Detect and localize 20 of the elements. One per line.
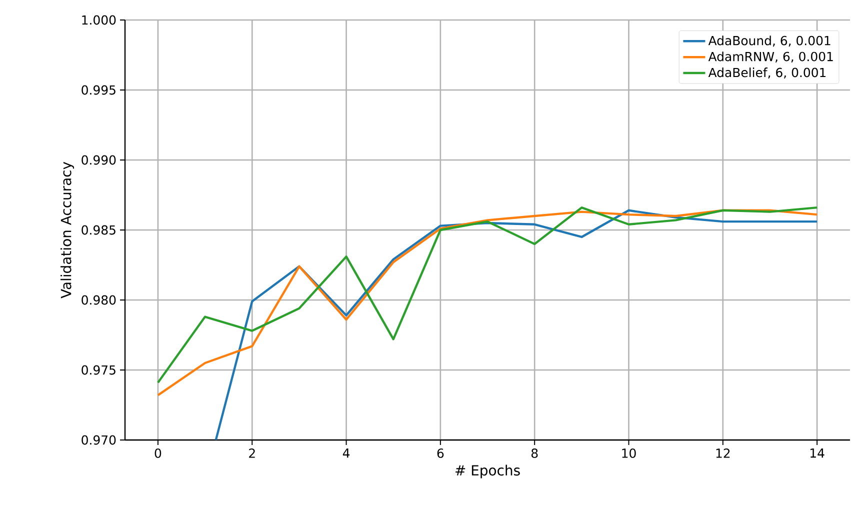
legend-label: AdamRNW, 6, 0.001 bbox=[708, 52, 833, 63]
x-tick-label: 0 bbox=[154, 448, 162, 458]
y-tick-label: 0.970 bbox=[82, 435, 116, 445]
y-tick-label: 0.990 bbox=[82, 155, 116, 165]
x-tick-label: 6 bbox=[437, 448, 444, 458]
y-tick-label: 0.985 bbox=[82, 225, 116, 235]
y-tick-label: 0.975 bbox=[82, 365, 116, 375]
x-tick-label: 14 bbox=[810, 448, 824, 458]
legend-label: AdaBelief, 6, 0.001 bbox=[708, 68, 826, 78]
x-tick-label: 4 bbox=[342, 448, 350, 458]
x-tick-label: 12 bbox=[716, 448, 730, 458]
y-tick-label: 0.995 bbox=[82, 85, 116, 95]
legend-label: AdaBound, 6, 0.001 bbox=[708, 36, 830, 47]
y-tick-label: 0.980 bbox=[82, 295, 116, 305]
x-tick-label: 8 bbox=[531, 448, 538, 458]
x-tick-label: 10 bbox=[622, 448, 636, 458]
y-tick-label: 1.000 bbox=[82, 15, 116, 25]
y-axis-title: Validation Accuracy bbox=[60, 162, 74, 298]
x-tick-label: 2 bbox=[249, 448, 255, 458]
x-axis-title: # Epochs bbox=[456, 464, 520, 478]
